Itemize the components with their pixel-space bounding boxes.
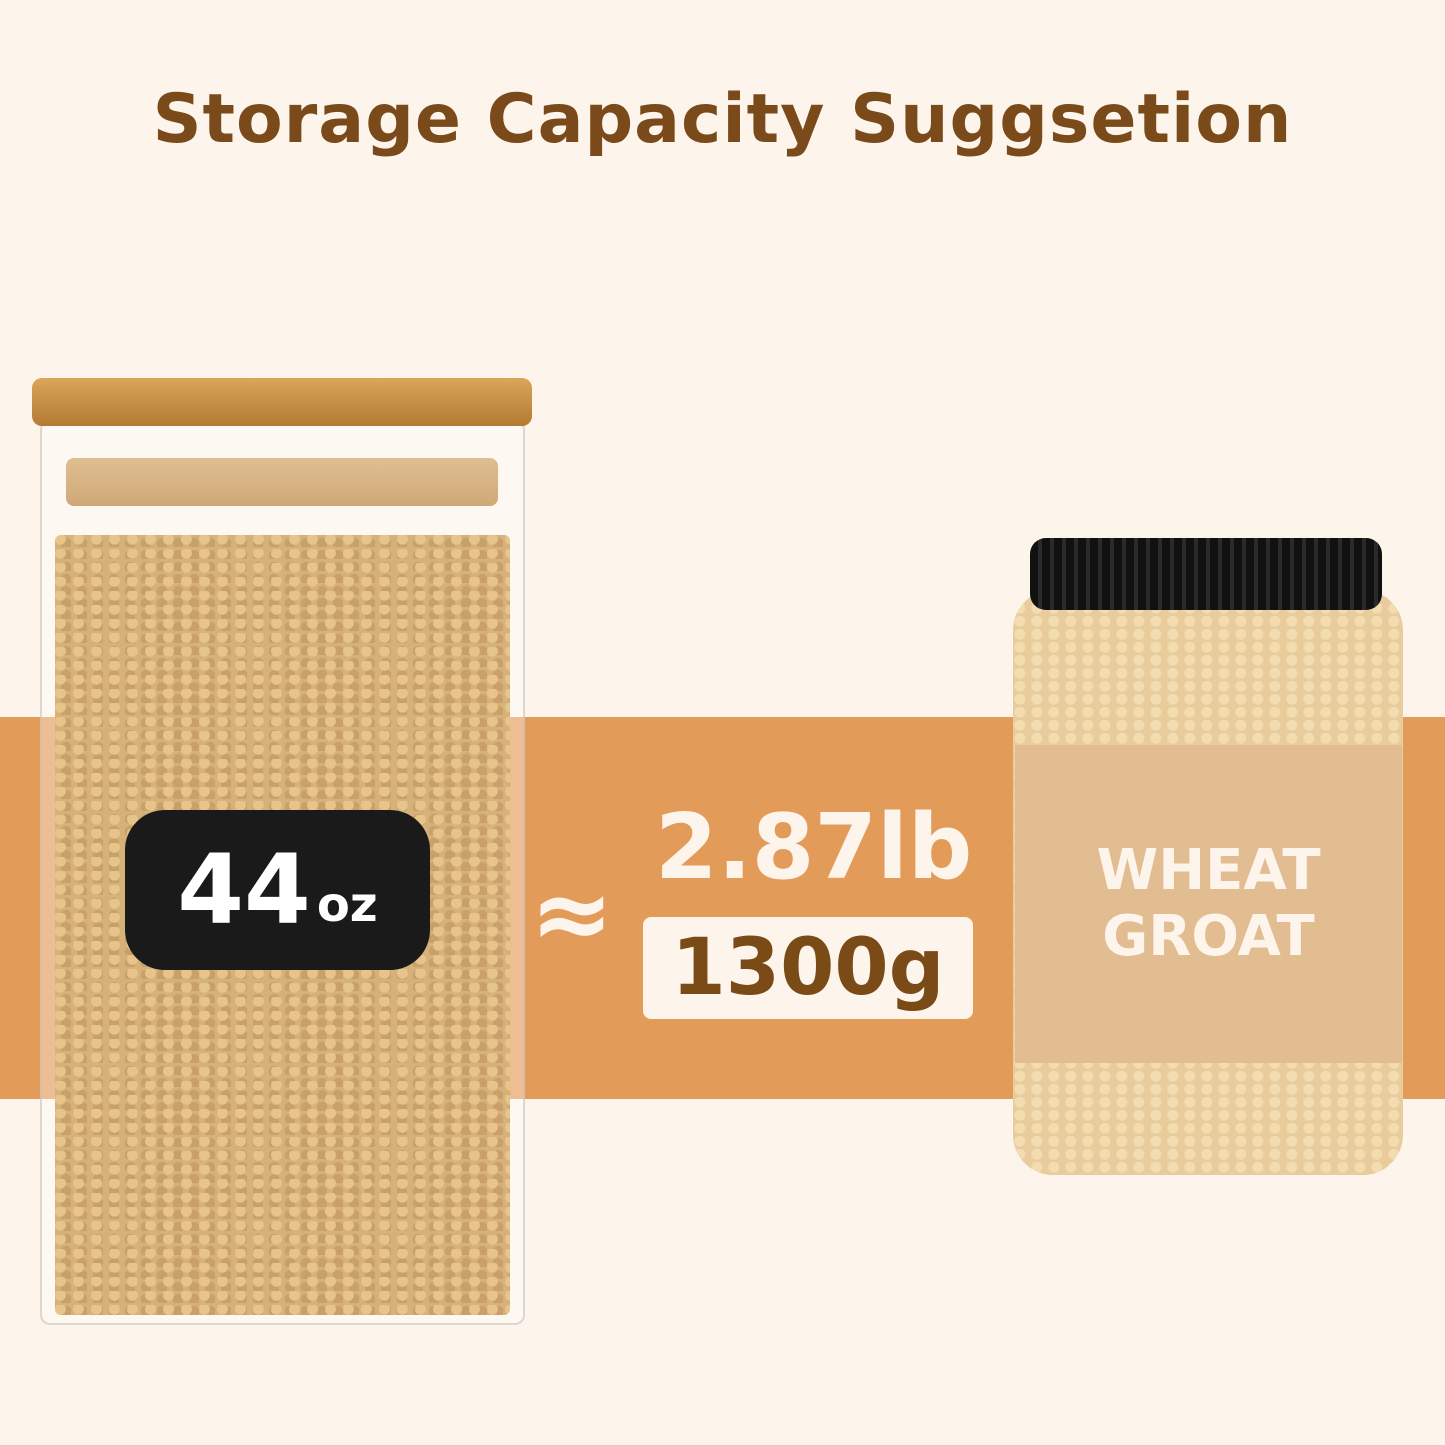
weight-g: 1300g [671,923,945,1013]
product-label-line2: GROAT [1102,904,1315,969]
product-label-line1: WHEAT [1096,838,1321,903]
weight-lb: 2.87lb [655,795,973,900]
chalkboard-label: 44 oz [125,810,430,970]
capacity-unit: oz [316,877,378,933]
lid-seal [66,458,498,506]
page-title: Storage Capacity Suggsetion [152,80,1293,159]
approx-icon: ≈ [530,855,614,972]
black-cap [1030,538,1382,610]
weight-g-box: 1300g [643,917,973,1019]
bamboo-lid [32,378,532,426]
capacity-value: 44 [177,834,311,946]
product-label: WHEAT GROAT [1015,745,1402,1063]
